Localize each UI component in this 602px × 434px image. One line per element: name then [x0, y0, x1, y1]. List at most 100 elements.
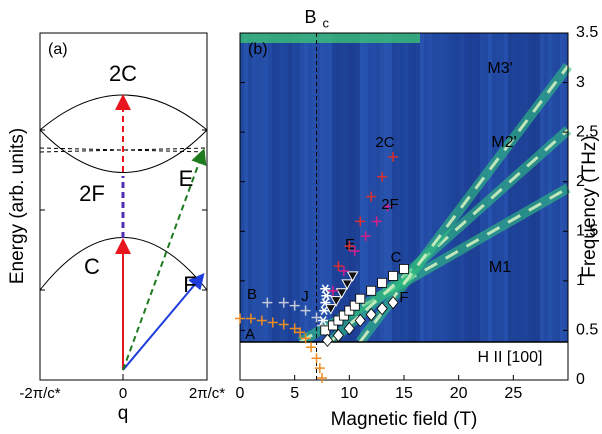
arrow-f: [122, 272, 205, 371]
marker-shape: [320, 325, 331, 336]
critical-field-label: B: [305, 7, 317, 27]
series-label: J: [301, 288, 309, 305]
heatmap-stripe: [528, 33, 532, 342]
marker-shape: [387, 296, 399, 310]
heatmap-top: [240, 33, 420, 43]
marker-shape: [278, 297, 289, 308]
marker-shape: [319, 306, 330, 316]
heatmap-stripe: [344, 33, 348, 342]
data-point: [320, 325, 331, 336]
data-point: [354, 313, 366, 328]
heatmap-stripe: [436, 33, 440, 342]
data-point: [278, 297, 289, 308]
marker-shape: [354, 313, 366, 328]
marker-shape: [382, 201, 393, 212]
marker-shape: [360, 231, 371, 242]
marker-shape: [335, 288, 348, 299]
resonance-core: [329, 128, 569, 344]
data-point: [346, 271, 359, 282]
data-point: [318, 316, 329, 325]
x-tick-label: 0: [236, 385, 245, 402]
heatmap-stripe: [532, 33, 536, 342]
marker-shape: [324, 304, 337, 315]
marker-shape: [338, 265, 349, 276]
heatmap-stripe: [512, 33, 516, 342]
heatmap-stripe: [396, 33, 400, 342]
x-tick-label: 20: [450, 385, 468, 402]
heatmap-stripe: [424, 33, 428, 342]
heatmap-stripe: [492, 33, 496, 342]
mode-label: M2': [491, 134, 516, 151]
heatmap-stripe: [452, 33, 456, 342]
marker-shape: [321, 333, 333, 347]
heatmap-stripe: [552, 33, 556, 342]
data-point: [262, 297, 273, 308]
marker-shape: [267, 317, 278, 328]
data-point: [289, 300, 300, 311]
data-point: [355, 293, 366, 304]
heatmap-stripe: [276, 33, 280, 342]
marker-shape: [346, 271, 359, 282]
series-label: B: [247, 286, 257, 303]
data-point: [311, 312, 322, 323]
data-point: [306, 342, 317, 353]
y-label: Energy (arb. units): [7, 128, 28, 284]
y-tick-label: 2.5: [576, 123, 598, 140]
heatmap-stripe: [296, 33, 300, 342]
x-tick-label: 25: [504, 385, 522, 402]
data-point: [300, 333, 311, 344]
arrow-label: F: [183, 272, 196, 297]
heatmap-stripe: [460, 33, 464, 342]
y-label: Frequency (THz): [579, 135, 600, 278]
x-tick-label: 15: [395, 385, 413, 402]
heatmap-stripe: [384, 33, 388, 342]
marker-shape: [320, 284, 331, 294]
data-point: [377, 277, 388, 288]
data-point: [366, 285, 377, 296]
y-tick-label: 1: [576, 272, 585, 289]
data-point: [388, 270, 398, 281]
marker-shape: [338, 310, 349, 321]
marker-shape: [245, 313, 256, 324]
x-tick-label: 5: [290, 385, 299, 402]
marker-shape: [314, 363, 325, 374]
mode-label: M3': [487, 60, 512, 77]
data-point: [319, 306, 330, 316]
marker-shape: [377, 277, 388, 288]
data-point: [300, 305, 311, 316]
x-tick-label: 0: [119, 385, 127, 402]
heatmap-stripe: [392, 33, 396, 342]
data-point: [330, 296, 343, 307]
data-point: [314, 363, 325, 374]
x-label: q: [118, 403, 129, 424]
heatmap-stripe: [516, 33, 520, 342]
heatmap-stripe: [320, 33, 324, 342]
heatmap-stripe: [484, 33, 488, 342]
y-tick-label: 1.5: [576, 223, 598, 240]
heatmap-stripe: [356, 33, 360, 342]
marker-shape: [365, 307, 377, 322]
marker-shape: [349, 300, 360, 311]
heatmap-stripe: [524, 33, 528, 342]
marker-shape: [318, 316, 329, 325]
heatmap-stripe: [380, 33, 384, 342]
data-point: [355, 216, 366, 227]
heatmap: [240, 33, 572, 347]
heatmap-stripe: [324, 33, 328, 342]
heatmap-stripe: [288, 33, 292, 342]
heatmap-stripe: [268, 33, 272, 342]
heatmap-stripe: [432, 33, 436, 342]
heatmap-stripe: [412, 33, 416, 342]
heatmap-stripe: [244, 33, 248, 342]
data-point: [327, 285, 338, 296]
data-point: [382, 201, 393, 212]
marker-shape: [371, 216, 382, 227]
data-point: [256, 315, 267, 326]
heatmap-stripe: [444, 33, 448, 342]
marker-shape: [289, 323, 300, 334]
heatmap-stripe: [316, 33, 320, 342]
data-point: [235, 313, 245, 324]
data-point: [376, 301, 388, 316]
x-tick-label: 10: [340, 385, 358, 402]
